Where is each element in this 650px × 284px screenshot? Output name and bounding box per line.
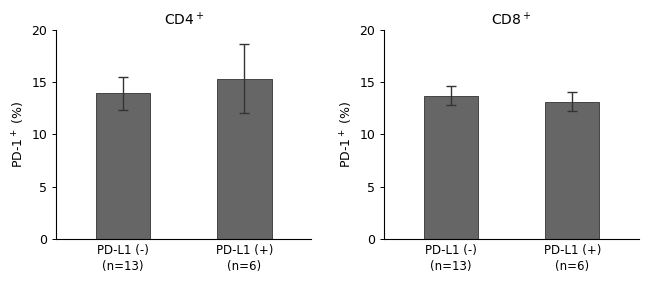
Bar — [424, 95, 478, 239]
Bar — [96, 93, 150, 239]
Title: CD8$^+$: CD8$^+$ — [491, 11, 532, 28]
Bar — [545, 102, 599, 239]
Bar — [217, 79, 272, 239]
Y-axis label: PD-1$^+$ (%): PD-1$^+$ (%) — [339, 101, 355, 168]
Y-axis label: PD-1$^+$ (%): PD-1$^+$ (%) — [11, 101, 27, 168]
Title: CD4$^+$: CD4$^+$ — [164, 11, 204, 28]
